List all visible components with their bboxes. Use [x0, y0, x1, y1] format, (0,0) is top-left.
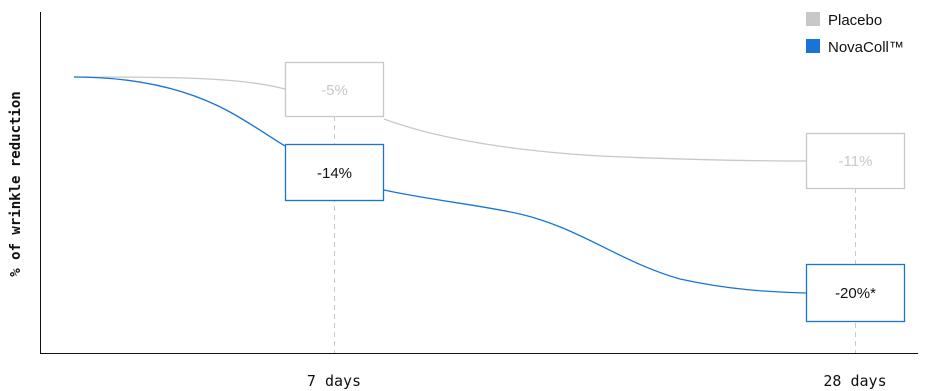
- y-axis-label: % of wrinkle reduction: [8, 91, 24, 276]
- series-line-placebo: [73, 76, 807, 162]
- x-tick-label-28-days: 28 days: [823, 372, 886, 390]
- legend-swatch-novacoll: [806, 39, 820, 53]
- svg-text:-11%: -11%: [839, 153, 873, 170]
- legend-label-placebo: Placebo: [828, 12, 882, 29]
- svg-text:-14%: -14%: [317, 165, 352, 182]
- x-tick-label-7-days: 7 days: [307, 372, 361, 390]
- data-label-novacoll-28-days: -20%*: [805, 263, 906, 323]
- svg-text:-20%*: -20%*: [835, 285, 876, 302]
- legend-item-placebo: Placebo: [806, 12, 882, 29]
- svg-text:-5%: -5%: [321, 82, 348, 99]
- legend-item-novacoll: NovaColl™: [806, 39, 904, 56]
- legend-label-novacoll: NovaColl™: [828, 39, 904, 56]
- data-label-novacoll-7-days: -14%: [284, 143, 385, 202]
- legend: Placebo NovaColl™: [806, 12, 904, 56]
- series-line-novacoll: [73, 76, 807, 294]
- legend-swatch-placebo: [806, 12, 820, 26]
- data-label-placebo-7-days: -5%: [284, 61, 385, 118]
- data-label-placebo-28-days: -11%: [805, 132, 906, 190]
